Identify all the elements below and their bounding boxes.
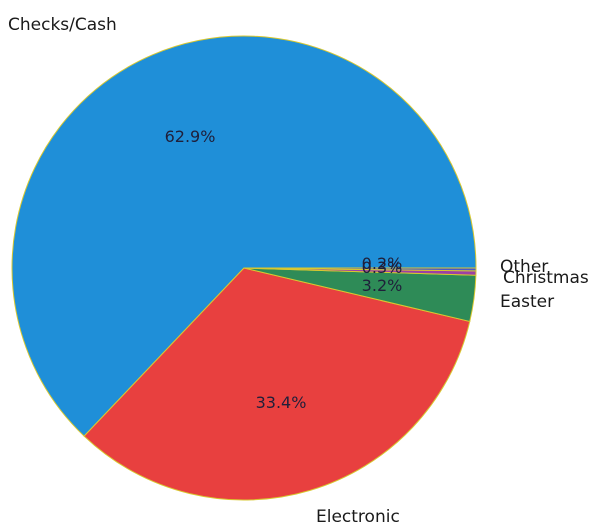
category-label-electronic: Electronic xyxy=(316,507,400,527)
pie-slice-electronic xyxy=(83,267,471,501)
category-label-easter: Easter xyxy=(500,292,554,312)
percent-label-christmas: 0.3% xyxy=(362,258,403,277)
category-label-checks-cash: Checks/Cash xyxy=(8,15,117,35)
category-label-christmas: Christmas xyxy=(503,268,589,288)
percent-label-checks-cash: 62.9% xyxy=(165,127,216,146)
pie-slice-other xyxy=(243,267,477,272)
percent-label-easter: 3.2% xyxy=(362,276,403,295)
percent-label-other: 0.2% xyxy=(362,254,403,273)
pie-slices xyxy=(11,35,477,501)
category-labels: Checks/Cash Electronic Easter ChristmasOthe… xyxy=(8,15,589,527)
percent-label-electronic: 33.4% xyxy=(256,393,307,412)
category-label-other: Other xyxy=(500,257,548,277)
percent-labels: 62.9% 33.4% 3.2%0.3%0.2% xyxy=(165,127,403,412)
pie-slice-checks-cash xyxy=(11,35,477,437)
